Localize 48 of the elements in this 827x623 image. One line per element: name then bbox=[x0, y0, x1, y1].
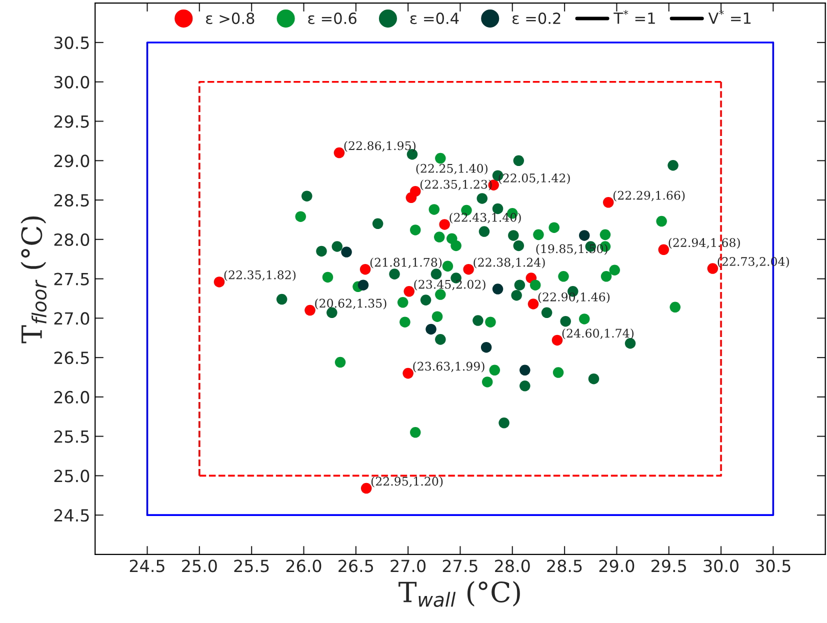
x-tick-label: 28.5 bbox=[547, 560, 582, 572]
y-tick-label: 27.5 bbox=[54, 272, 89, 286]
annotation: (22.38,1.24) bbox=[474, 258, 545, 268]
annotation: (23.63,1.99) bbox=[413, 362, 484, 372]
y-tick-label: 25.5 bbox=[54, 430, 89, 443]
annotation: (20.62,1.35) bbox=[315, 298, 386, 310]
annotation: (22.94,1.68) bbox=[668, 238, 740, 249]
y-tick-label: 30.5 bbox=[54, 36, 89, 50]
y-tick-label: 24.5 bbox=[54, 509, 89, 522]
legend-label: ε =0.6 bbox=[308, 12, 356, 24]
y-tick-label: 29.5 bbox=[54, 115, 89, 128]
x-tick-label: 30.0 bbox=[704, 560, 738, 572]
annotation: T$^{*}$ =1 bbox=[614, 10, 655, 24]
annotation: (22.43,1.40) bbox=[450, 212, 521, 224]
x-tick-label: 24.5 bbox=[130, 560, 164, 572]
x-tick-label: 30.5 bbox=[756, 560, 790, 572]
annotation: (24.60,1.74) bbox=[562, 328, 634, 340]
annotation: (23.45,2.02) bbox=[414, 280, 486, 290]
y-tick-label: 26.5 bbox=[54, 352, 89, 364]
x-tick-label: 27.0 bbox=[390, 560, 426, 572]
annotation: (22.05,1.42) bbox=[498, 173, 570, 184]
annotation: (22.86,1.95) bbox=[344, 141, 416, 152]
y-tick-label: 28.0 bbox=[54, 233, 90, 246]
annotation: (22.95,1.20) bbox=[371, 476, 443, 488]
annotation: (22.29,1.66) bbox=[613, 190, 685, 202]
y-tick-label: 25.0 bbox=[54, 470, 90, 482]
y-tick-label: 30.0 bbox=[54, 76, 90, 88]
annotation: (22.25,1.40) bbox=[416, 164, 488, 175]
annotation: (21.81,1.78) bbox=[370, 258, 442, 268]
y-tick-label: 27.0 bbox=[54, 312, 90, 325]
y-tick-label: 28.5 bbox=[54, 194, 89, 207]
annotation: (22.90,1.46) bbox=[538, 292, 610, 304]
x-tick-label: 27.5 bbox=[442, 560, 478, 572]
legend-label: ε >0.8 bbox=[206, 12, 254, 24]
x-tick-label: 25.5 bbox=[234, 560, 269, 572]
x-tick-label: 25.0 bbox=[182, 560, 217, 572]
legend-label: ε =0.4 bbox=[410, 12, 459, 24]
y-axis-title: T$_{floor}$ (°C) bbox=[20, 216, 47, 344]
x-tick-label: 26.0 bbox=[286, 560, 322, 572]
x-tick-label: 28.0 bbox=[495, 560, 530, 572]
x-tick-label: 29.5 bbox=[652, 560, 686, 572]
y-tick-label: 26.0 bbox=[54, 390, 90, 404]
annotation: (22.35,1.82) bbox=[224, 270, 296, 282]
x-tick-label: 26.5 bbox=[338, 560, 374, 572]
legend-label: ε =0.2 bbox=[512, 12, 560, 24]
y-tick-label: 29.0 bbox=[54, 154, 90, 168]
x-axis-title: T$_{wall}$ (°C) bbox=[398, 581, 520, 607]
x-tick-label: 29.0 bbox=[599, 560, 634, 572]
